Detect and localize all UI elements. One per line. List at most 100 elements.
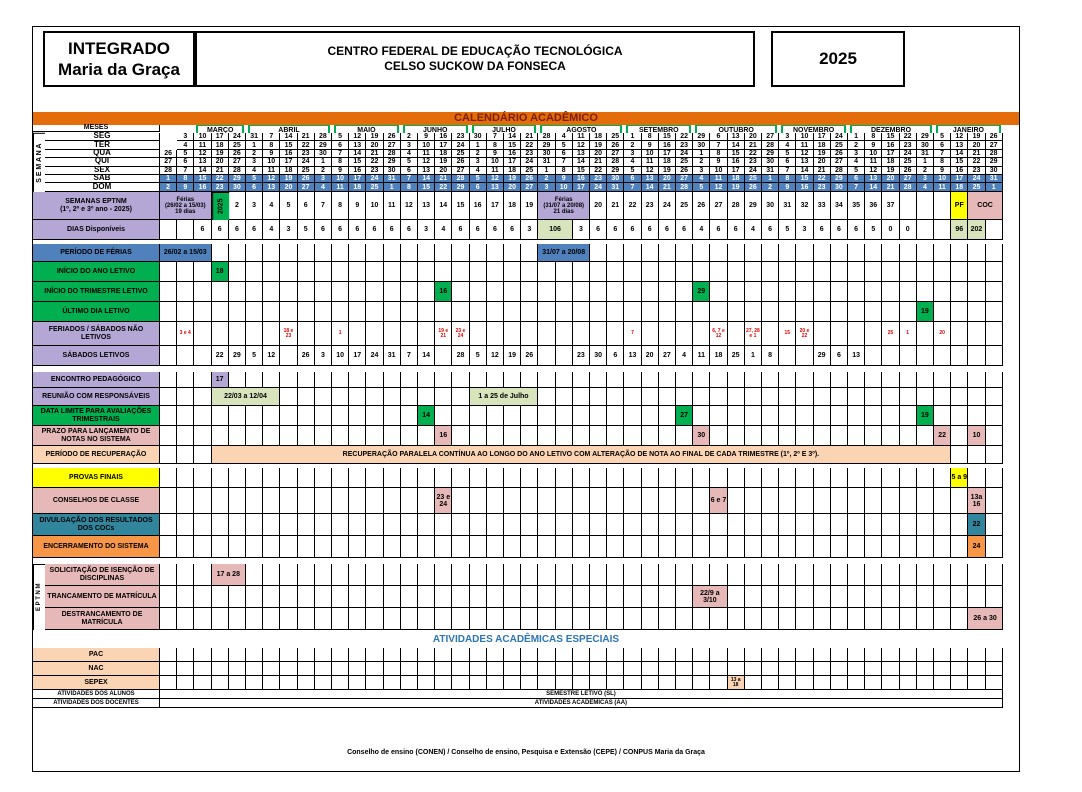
cell xyxy=(710,282,728,302)
cell xyxy=(263,608,281,630)
day-cell: 6 xyxy=(400,166,418,175)
reuniao-label: REUNIÃO COM RESPONSÁVEIS xyxy=(33,388,160,406)
encontro-label: ENCONTRO PEDAGÓGICO xyxy=(33,372,160,388)
cell xyxy=(848,488,866,514)
eptnm-vertical: E P T N M xyxy=(33,564,45,630)
value-cell: 17 xyxy=(349,346,367,366)
semestre-letivo: SEMESTRE LETIVO (SL) xyxy=(160,690,1003,699)
cell xyxy=(882,536,900,558)
value-cell: 6 xyxy=(452,220,470,240)
day-cell: 23 xyxy=(899,141,917,150)
day-cell: 25 xyxy=(899,158,917,167)
cell xyxy=(744,676,762,690)
cell xyxy=(383,608,401,630)
day-cell: 21 xyxy=(297,133,315,142)
cell xyxy=(486,262,504,282)
day-cell: 9 xyxy=(332,166,350,175)
day-cell: 21 xyxy=(435,175,453,184)
cell xyxy=(762,244,780,262)
value-cell: 20 xyxy=(641,346,659,366)
cell xyxy=(263,282,281,302)
value-cell: 29 xyxy=(693,282,711,302)
cell xyxy=(314,282,332,302)
day-cell: 25 xyxy=(968,183,986,192)
inicio-ano-label: INÍCIO DO ANO LETIVO xyxy=(33,262,160,282)
day-cell: 5 xyxy=(555,141,573,150)
day-cell: 20 xyxy=(658,175,676,184)
day-cell: 14 xyxy=(727,141,745,150)
cell xyxy=(830,662,848,676)
cell xyxy=(779,302,797,322)
day-cell: 5 xyxy=(693,183,711,192)
value-cell: 35 xyxy=(848,192,866,220)
cell xyxy=(624,488,642,514)
cell xyxy=(211,406,229,426)
day-cell: 27 xyxy=(676,175,694,184)
cell xyxy=(228,262,246,282)
cell xyxy=(865,244,883,262)
cell xyxy=(830,406,848,426)
cell xyxy=(951,586,969,608)
day-cell: 24 xyxy=(452,141,470,150)
cell xyxy=(968,676,986,690)
cell xyxy=(314,514,332,536)
cell xyxy=(624,388,642,406)
cell xyxy=(796,468,814,488)
cell xyxy=(400,662,418,676)
cell xyxy=(762,488,780,514)
ferias-b: 31/07 a 20/08 xyxy=(538,244,590,262)
cell xyxy=(383,388,401,406)
cell xyxy=(590,372,608,388)
value-cell: 13a 16 xyxy=(968,488,986,514)
value-cell: 3 xyxy=(796,220,814,240)
cell xyxy=(246,244,264,262)
cell xyxy=(572,608,590,630)
day-cell: 4 xyxy=(469,166,487,175)
cell xyxy=(848,608,866,630)
day-cell: 10 xyxy=(865,149,883,159)
day-cell: 10 xyxy=(486,158,504,167)
cell xyxy=(435,536,453,558)
cell xyxy=(246,322,264,346)
cell xyxy=(899,488,917,514)
weekdays-header: MESES xyxy=(33,124,160,132)
cell xyxy=(848,426,866,446)
day-cell: 6 xyxy=(848,175,866,184)
cell xyxy=(572,676,590,690)
day-cell: 16 xyxy=(882,141,900,150)
cell xyxy=(246,536,264,558)
day-cell: 19 xyxy=(882,166,900,175)
day-cell: 5 xyxy=(779,149,797,159)
cell xyxy=(813,608,831,630)
day-cell: 20 xyxy=(280,183,298,192)
cell xyxy=(899,302,917,322)
cell xyxy=(916,676,934,690)
value-cell: 6 xyxy=(813,220,831,240)
cell xyxy=(607,262,625,282)
value-cell: 25 xyxy=(882,322,900,346)
cell xyxy=(228,244,246,262)
cell xyxy=(246,262,264,282)
cell xyxy=(762,282,780,302)
ferias-a: 26/02 a 15/03 xyxy=(160,244,212,262)
day-cell: 19 xyxy=(727,183,745,192)
cell xyxy=(332,648,350,662)
cell xyxy=(452,302,470,322)
cell xyxy=(349,676,367,690)
cell xyxy=(796,262,814,282)
cell xyxy=(452,282,470,302)
day-cell: 22 xyxy=(521,141,539,150)
day-cell: 27 xyxy=(762,133,780,142)
value-cell: 24 xyxy=(968,536,986,558)
cell xyxy=(813,388,831,406)
cell xyxy=(228,608,246,630)
cell xyxy=(366,282,384,302)
cell xyxy=(469,468,487,488)
cell xyxy=(452,514,470,536)
day-cell: 9 xyxy=(710,158,728,167)
month-6: AGOSTO xyxy=(540,125,623,134)
cell xyxy=(658,426,676,446)
month-11: JANEIRO xyxy=(936,125,1001,134)
cell xyxy=(916,388,934,406)
day-cell: 26 xyxy=(297,175,315,184)
